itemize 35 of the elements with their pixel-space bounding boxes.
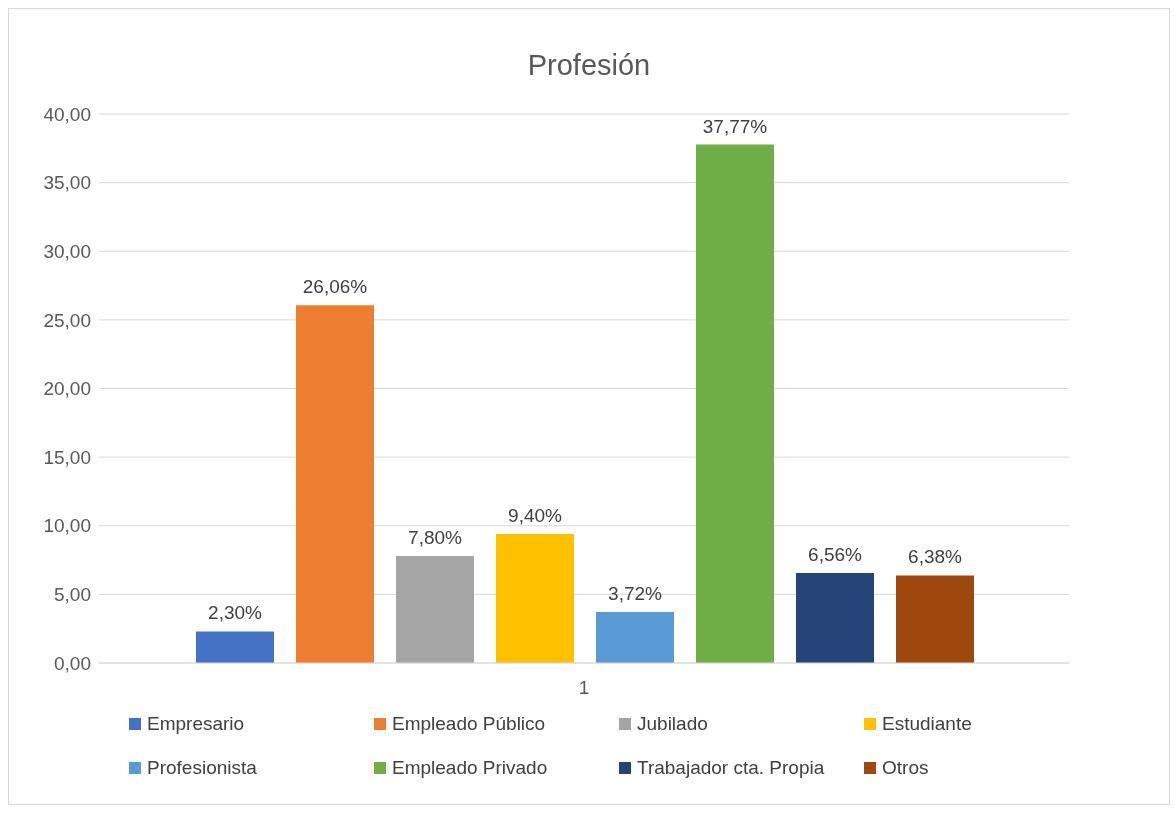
data-label: 26,06% [302, 276, 368, 298]
bar [296, 305, 374, 663]
data-label: 37,77% [702, 115, 768, 137]
bar [696, 144, 774, 663]
legend-label: Otros [882, 757, 929, 779]
bar [596, 611, 674, 663]
data-label: 6,56% [808, 543, 863, 565]
legend-label: Empleado Público [392, 713, 546, 735]
y-tick-label: 0,00 [54, 652, 91, 674]
bar [196, 631, 274, 663]
data-label: 6,38% [908, 546, 963, 568]
legend-label: Empresario [147, 713, 245, 735]
legend-label: Trabajador cta. Propia [637, 757, 825, 779]
chart-title: Profesión [526, 48, 652, 83]
y-tick-label: 30,00 [43, 240, 91, 262]
x-tick-label: 1 [578, 677, 590, 699]
bar [496, 533, 574, 663]
data-label: 3,72% [608, 582, 663, 604]
bar [396, 555, 474, 663]
y-tick-label: 40,00 [43, 103, 91, 125]
y-tick-label: 15,00 [43, 446, 91, 468]
data-label: 7,80% [408, 526, 463, 548]
legend-label: Jubilado [637, 713, 708, 735]
y-tick-label: 5,00 [54, 584, 91, 606]
y-tick-label: 35,00 [43, 172, 91, 194]
legend-label: Estudiante [882, 713, 972, 735]
data-label: 2,30% [208, 602, 263, 624]
bar [896, 575, 974, 663]
bar [796, 572, 874, 663]
y-tick-label: 10,00 [43, 515, 91, 537]
y-tick-label: 25,00 [43, 309, 91, 331]
legend-label: Empleado Privado [392, 757, 548, 779]
data-label: 9,40% [508, 504, 563, 526]
y-tick-label: 20,00 [43, 378, 91, 400]
legend-label: Profesionista [147, 757, 257, 779]
